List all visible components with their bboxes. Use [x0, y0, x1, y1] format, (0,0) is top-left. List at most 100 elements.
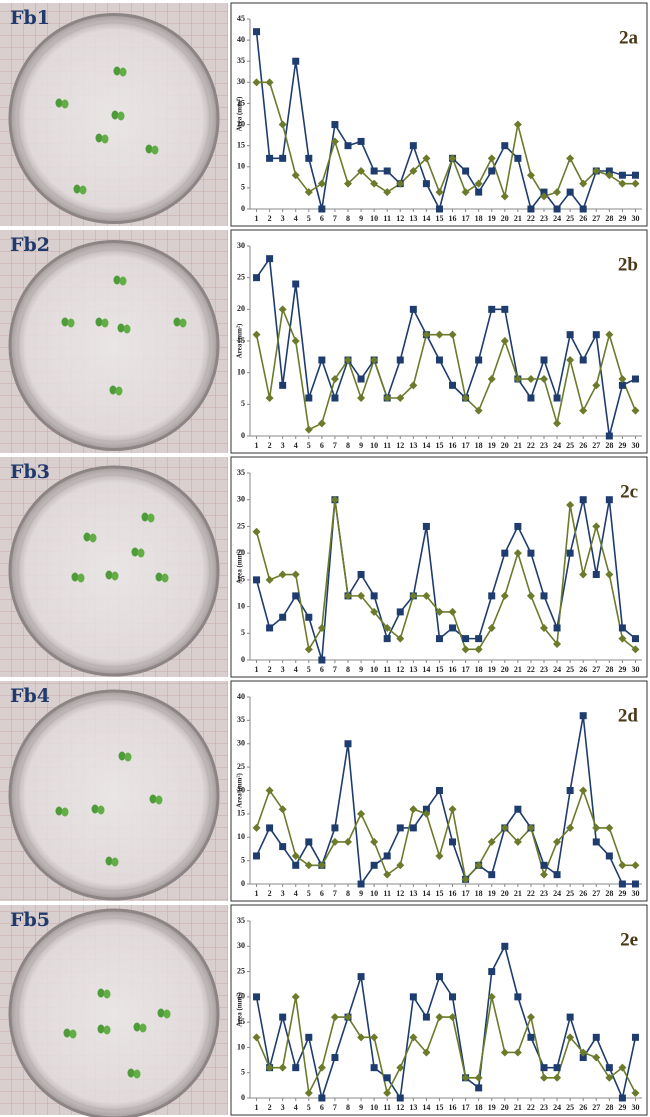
x-tick-label: 21 [514, 214, 522, 223]
y-axis-label: Area (mm²) [236, 772, 244, 807]
x-tick-label: 13 [409, 441, 417, 450]
y-tick-label: 10 [237, 367, 245, 376]
chart-frame [230, 904, 648, 1116]
y-tick-label: 5 [241, 1068, 245, 1077]
data-point [396, 1063, 405, 1072]
x-tick-label: 3 [281, 214, 285, 223]
y-tick-label: 15 [237, 336, 245, 345]
petri-dish-rim [17, 248, 211, 443]
data-point [540, 861, 548, 869]
data-point [592, 381, 601, 390]
x-tick-label: 11 [383, 665, 391, 674]
data-point [252, 527, 261, 536]
x-tick-label: 23 [540, 441, 548, 450]
seedling [123, 324, 131, 334]
data-point [291, 992, 300, 1001]
x-tick-label: 6 [320, 889, 324, 898]
x-tick-label: 4 [294, 441, 298, 450]
data-point [304, 425, 313, 434]
data-point [527, 549, 535, 557]
seedling [73, 184, 81, 194]
x-tick-label: 19 [488, 214, 496, 223]
data-point [618, 624, 626, 632]
data-point [357, 880, 365, 888]
seedling [109, 385, 117, 395]
data-point [487, 375, 496, 383]
data-point [461, 1073, 470, 1082]
x-tick-label: 25 [566, 889, 574, 898]
seedling [95, 133, 103, 143]
data-point [266, 255, 274, 263]
y-tick-label: 30 [237, 739, 245, 748]
seedling [111, 857, 119, 867]
data-point [631, 861, 640, 870]
data-point [317, 1063, 326, 1072]
data-point [540, 188, 548, 196]
x-tick-label: 30 [631, 214, 639, 223]
data-point [292, 57, 300, 65]
data-point [305, 394, 313, 402]
data-point [553, 639, 562, 648]
x-tick-label: 17 [462, 1103, 470, 1112]
data-point [370, 356, 379, 364]
data-point [396, 179, 405, 188]
x-tick-label: 20 [501, 889, 509, 898]
data-point [618, 381, 626, 389]
y-tick-label: 35 [237, 56, 245, 65]
x-tick-label: 14 [422, 441, 430, 450]
data-point [631, 1088, 640, 1097]
x-tick-label: 6 [320, 441, 324, 450]
data-point [592, 571, 600, 579]
y-tick-label: 20 [237, 548, 245, 557]
data-point [330, 1013, 339, 1022]
x-tick-label: 11 [383, 214, 391, 223]
data-point [631, 406, 640, 415]
y-tick-label: 0 [241, 655, 245, 664]
data-point [344, 1013, 352, 1022]
data-point [579, 356, 587, 364]
data-point [462, 635, 470, 643]
x-tick-label: 12 [396, 665, 404, 674]
data-point [357, 591, 366, 600]
data-point [475, 635, 483, 643]
x-tick-label: 20 [501, 214, 509, 223]
data-point [422, 180, 430, 188]
seedling [83, 532, 91, 542]
x-tick-label: 20 [501, 441, 509, 450]
data-point [422, 1048, 431, 1057]
y-tick-label: 15 [237, 140, 245, 149]
x-tick-label: 4 [294, 1103, 298, 1112]
data-point [370, 167, 378, 175]
data-point [344, 142, 352, 150]
data-point [474, 861, 483, 870]
photo-label: Fb1 [10, 7, 50, 29]
x-tick-label: 14 [422, 665, 430, 674]
y-tick-label: 5 [241, 628, 245, 637]
data-point [448, 330, 457, 339]
data-point [448, 1013, 457, 1022]
x-tick-label: 21 [514, 889, 522, 898]
data-point [383, 188, 392, 197]
x-tick-label: 14 [422, 1103, 430, 1112]
x-tick-label: 7 [333, 441, 337, 450]
data-point [579, 570, 588, 579]
x-tick-label: 12 [396, 889, 404, 898]
x-tick-label: 22 [527, 214, 535, 223]
seedling [124, 752, 132, 762]
data-point [383, 623, 392, 632]
data-point [422, 154, 431, 163]
x-tick-label: 10 [370, 214, 378, 223]
x-tick-label: 21 [514, 1103, 522, 1112]
data-point [566, 1033, 575, 1042]
data-point [253, 28, 261, 36]
data-point [317, 419, 326, 428]
x-tick-label: 13 [409, 889, 417, 898]
data-point [435, 356, 443, 364]
chart-annotation: 2d [618, 705, 639, 726]
x-tick-label: 18 [475, 889, 483, 898]
seedling [61, 317, 69, 327]
data-point [500, 1048, 509, 1057]
x-tick-label: 14 [422, 214, 430, 223]
data-point [526, 171, 535, 180]
x-tick-label: 14 [422, 889, 430, 898]
